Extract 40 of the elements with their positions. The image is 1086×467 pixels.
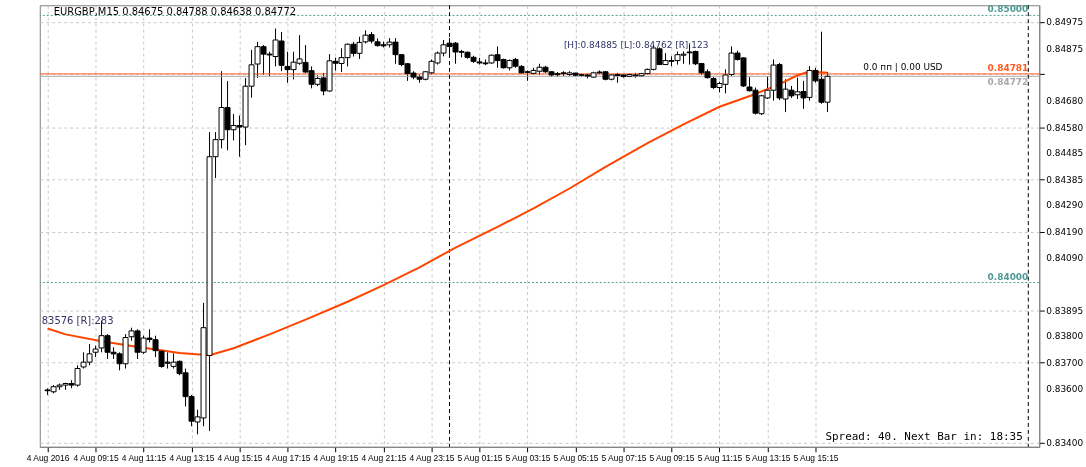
x-tick-label: 5 Aug 03:15: [505, 453, 551, 464]
x-tick-label: 4 Aug 15:15: [217, 453, 263, 464]
y-tick-label: 0.84190: [1046, 226, 1084, 237]
x-tick-label: 4 Aug 13:15: [169, 453, 215, 464]
annotation: Spread: 40. Next Bar in: 18:35: [825, 429, 1023, 443]
x-tick-label: 4 Aug 23:15: [409, 453, 455, 464]
x-tick-label: 4 Aug 19:15: [313, 453, 359, 464]
x-tick-label: 4 Aug 21:15: [361, 453, 407, 464]
x-tick-label: 5 Aug 13:15: [745, 453, 791, 464]
ref-line-label: 0.84000: [987, 271, 1029, 282]
ref-line-label: 0.85000: [987, 4, 1029, 15]
y-tick-label: 0.84485: [1046, 147, 1084, 158]
x-tick-label: 5 Aug 01:15: [457, 453, 503, 464]
y-tick-label: 0.84975: [1046, 17, 1084, 28]
y-tick-label: 0.83600: [1046, 384, 1084, 395]
x-tick-label: 5 Aug 15:15: [793, 453, 839, 464]
y-tick-label: 0.83895: [1046, 305, 1084, 316]
x-tick-label: 5 Aug 05:15: [553, 453, 599, 464]
y-tick-label: 0.83400: [1046, 437, 1084, 448]
y-tick-label: 0.83700: [1046, 357, 1084, 368]
annotation: [H]:0.84885 [L]:0.84762 [R]:123: [563, 40, 709, 51]
y-tick-label: 0.84580: [1046, 122, 1084, 133]
ref-line-label: 0.84781: [987, 62, 1029, 73]
x-tick-label: 4 Aug 11:15: [121, 453, 167, 464]
y-tick-label: 0.84875: [1046, 43, 1084, 54]
annotation: 83576 [R]:283: [41, 315, 114, 327]
y-tick-label: 0.84680: [1046, 95, 1084, 106]
y-tick-label: 0.84385: [1046, 174, 1084, 185]
y-tick-label: 0.84290: [1046, 200, 1084, 211]
annotation: 0.0 пп | 0.00 USD: [863, 61, 943, 72]
y-tick-label: 0.83800: [1046, 330, 1084, 341]
x-tick-label: 5 Aug 07:15: [601, 453, 647, 464]
x-tick-label: 5 Aug 09:15: [649, 453, 695, 464]
x-tick-label: 4 Aug 09:15: [73, 453, 119, 464]
ref-line-label: 0.84772: [987, 77, 1029, 88]
x-tick-label: 4 Aug 2016: [26, 453, 70, 464]
x-tick-label: 5 Aug 11:15: [697, 453, 743, 464]
chart-title: EURGBP,M15 0.84675 0.84788 0.84638 0.84772: [53, 6, 297, 18]
x-tick-label: 4 Aug 17:15: [265, 453, 311, 464]
y-tick-label: 0.84090: [1046, 253, 1084, 264]
